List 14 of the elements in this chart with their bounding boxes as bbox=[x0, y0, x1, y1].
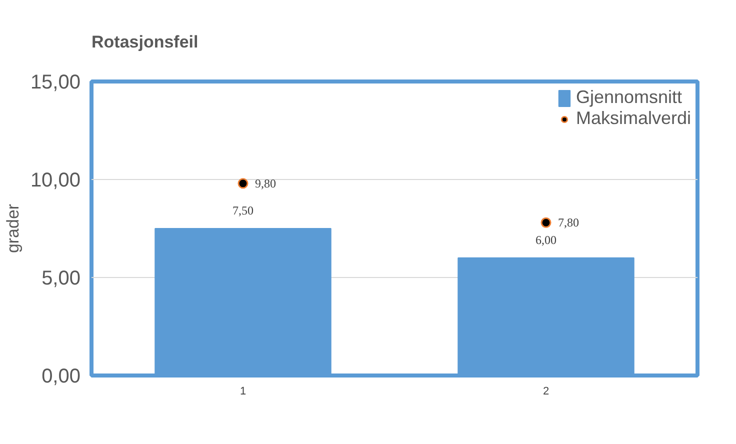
data-label: 9,80 bbox=[255, 176, 276, 190]
legend-label: Maksimalverdi bbox=[576, 108, 691, 129]
y-tick-label: 10,00 bbox=[30, 170, 81, 192]
legend-label: Gjennomsnitt bbox=[576, 87, 682, 108]
y-axis-title: grader bbox=[3, 204, 22, 254]
chart-title: Rotasjonsfeil bbox=[92, 32, 198, 52]
data-label: 7,50 bbox=[232, 204, 254, 218]
data-label: 7,80 bbox=[558, 216, 579, 230]
x-tick-label: 1 bbox=[240, 386, 246, 398]
y-tick-label: 0,00 bbox=[42, 366, 81, 388]
x-tick-label: 2 bbox=[542, 386, 550, 398]
y-tick-label: 5,00 bbox=[42, 268, 81, 290]
y-tick-label: 15,00 bbox=[30, 72, 81, 94]
data-label: 6,00 bbox=[536, 232, 556, 247]
